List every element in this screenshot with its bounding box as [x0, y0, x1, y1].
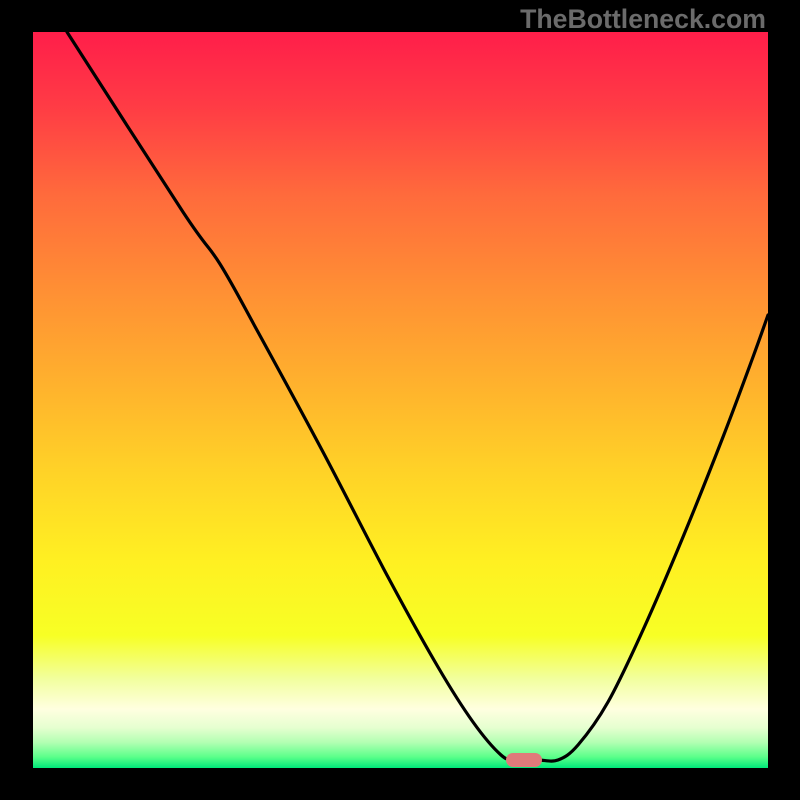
optimal-point-marker: [506, 753, 542, 767]
plot-area: [33, 32, 768, 768]
chart-container: TheBottleneck.com: [0, 0, 800, 800]
bottleneck-curve: [33, 32, 768, 768]
watermark: TheBottleneck.com: [520, 4, 766, 35]
